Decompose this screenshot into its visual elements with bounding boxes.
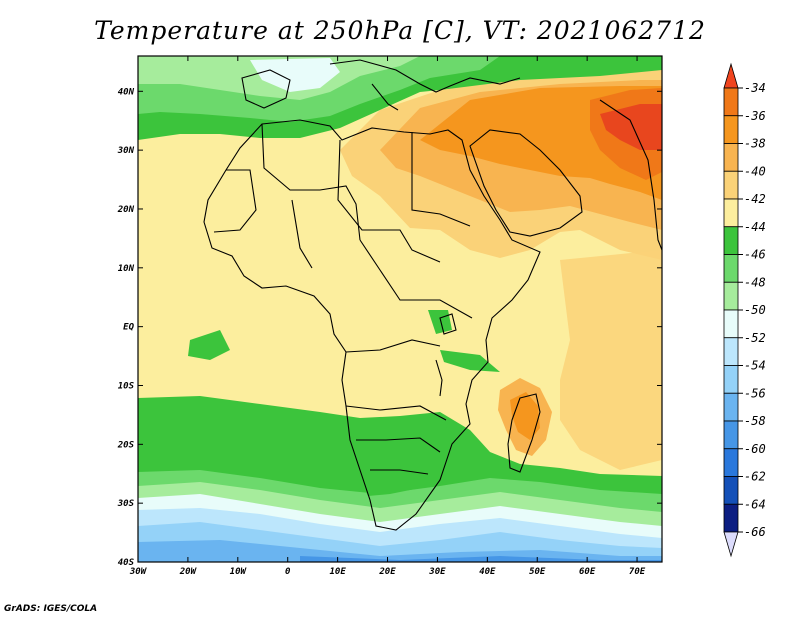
- longitude-axis: 30W 20W 10W 0 10E 20E 30E 40E 50E 60E 70E: [129, 56, 646, 577]
- lon-tick-label: 30E: [428, 567, 446, 577]
- colorbar-segment: [723, 254, 739, 283]
- lon-tick-label: 20W: [179, 567, 198, 577]
- lat-tick-label: 20N: [117, 205, 135, 215]
- colorbar-label: -54: [744, 359, 766, 373]
- colorbar-segment: [723, 170, 739, 200]
- colorbar-segment: [723, 337, 739, 366]
- lon-tick-label: 0: [285, 567, 291, 577]
- lon-tick-label: 20E: [378, 567, 396, 577]
- colorbar-label: -60: [744, 442, 766, 456]
- colorbar-segment: [723, 448, 739, 477]
- colorbar-label: -56: [744, 386, 766, 400]
- lon-tick-label: 40E: [479, 567, 496, 577]
- lat-tick-label: EQ: [123, 323, 134, 333]
- colorbar-label: -64: [744, 497, 766, 511]
- colorbar-label: -36: [744, 109, 766, 123]
- lon-tick-label: 70E: [629, 567, 646, 577]
- plot-frame: [137, 55, 663, 563]
- colorbar-label: -38: [744, 137, 766, 151]
- colorbar-segment: [723, 143, 739, 172]
- colorbar-label: -50: [744, 303, 766, 317]
- lon-tick-label: 10E: [329, 567, 346, 577]
- temperature-field: [138, 56, 662, 562]
- map-title: Temperature at 250hPa [C], VT: 202106271…: [94, 16, 706, 45]
- coastlines: [203, 59, 662, 531]
- colorbar-segment: [723, 476, 739, 505]
- colorbar-label: -52: [744, 331, 766, 345]
- lat-tick-label: 10S: [118, 381, 135, 391]
- colorbar-segment: [723, 115, 739, 144]
- colorbar-label: -42: [744, 192, 766, 206]
- colorbar-segment: [723, 226, 739, 255]
- colorbar-segment: [723, 503, 739, 533]
- lat-tick-label: 10N: [118, 264, 135, 274]
- colorbar-segment: [723, 198, 739, 228]
- colorbar-segment: [723, 392, 739, 422]
- colorbar-label: -62: [744, 470, 766, 484]
- credit-text: GrADS: IGES/COLA: [4, 604, 98, 614]
- colorbar-label: -48: [744, 275, 766, 289]
- lon-tick-label: 30W: [129, 567, 148, 577]
- colorbar-label: -44: [744, 220, 766, 234]
- lon-tick-label: 60E: [579, 567, 596, 577]
- latitude-axis: 40N 30N 20N 10N EQ 10S 20S 30S 40S: [117, 87, 662, 568]
- colorbar-label: -40: [744, 164, 766, 178]
- colorbar-segment: [723, 420, 739, 450]
- colorbar-bottom-arrow: [723, 531, 739, 558]
- colorbar: -34 -36 -38 -40 -42 -44 -46 -48 -50 -52 -54 -56 -58 -…: [723, 62, 766, 558]
- colorbar-label: -66: [744, 525, 766, 539]
- colorbar-label: -34: [744, 81, 766, 95]
- lat-tick-label: 40N: [118, 87, 135, 97]
- colorbar-segment: [723, 87, 739, 117]
- lat-tick-label: 40S: [118, 558, 135, 568]
- lat-tick-label: 20S: [117, 440, 135, 450]
- colorbar-top-arrow: [723, 62, 739, 89]
- lat-tick-label: 30N: [117, 146, 135, 156]
- colorbar-label: -58: [744, 414, 766, 428]
- lat-tick-label: 30S: [117, 499, 135, 509]
- lon-tick-label: 50E: [529, 567, 546, 577]
- colorbar-segment: [723, 281, 739, 311]
- colorbar-label: -46: [744, 248, 766, 262]
- colorbar-segment: [723, 309, 739, 339]
- colorbar-segment: [723, 365, 739, 394]
- lon-tick-label: 10W: [230, 567, 248, 577]
